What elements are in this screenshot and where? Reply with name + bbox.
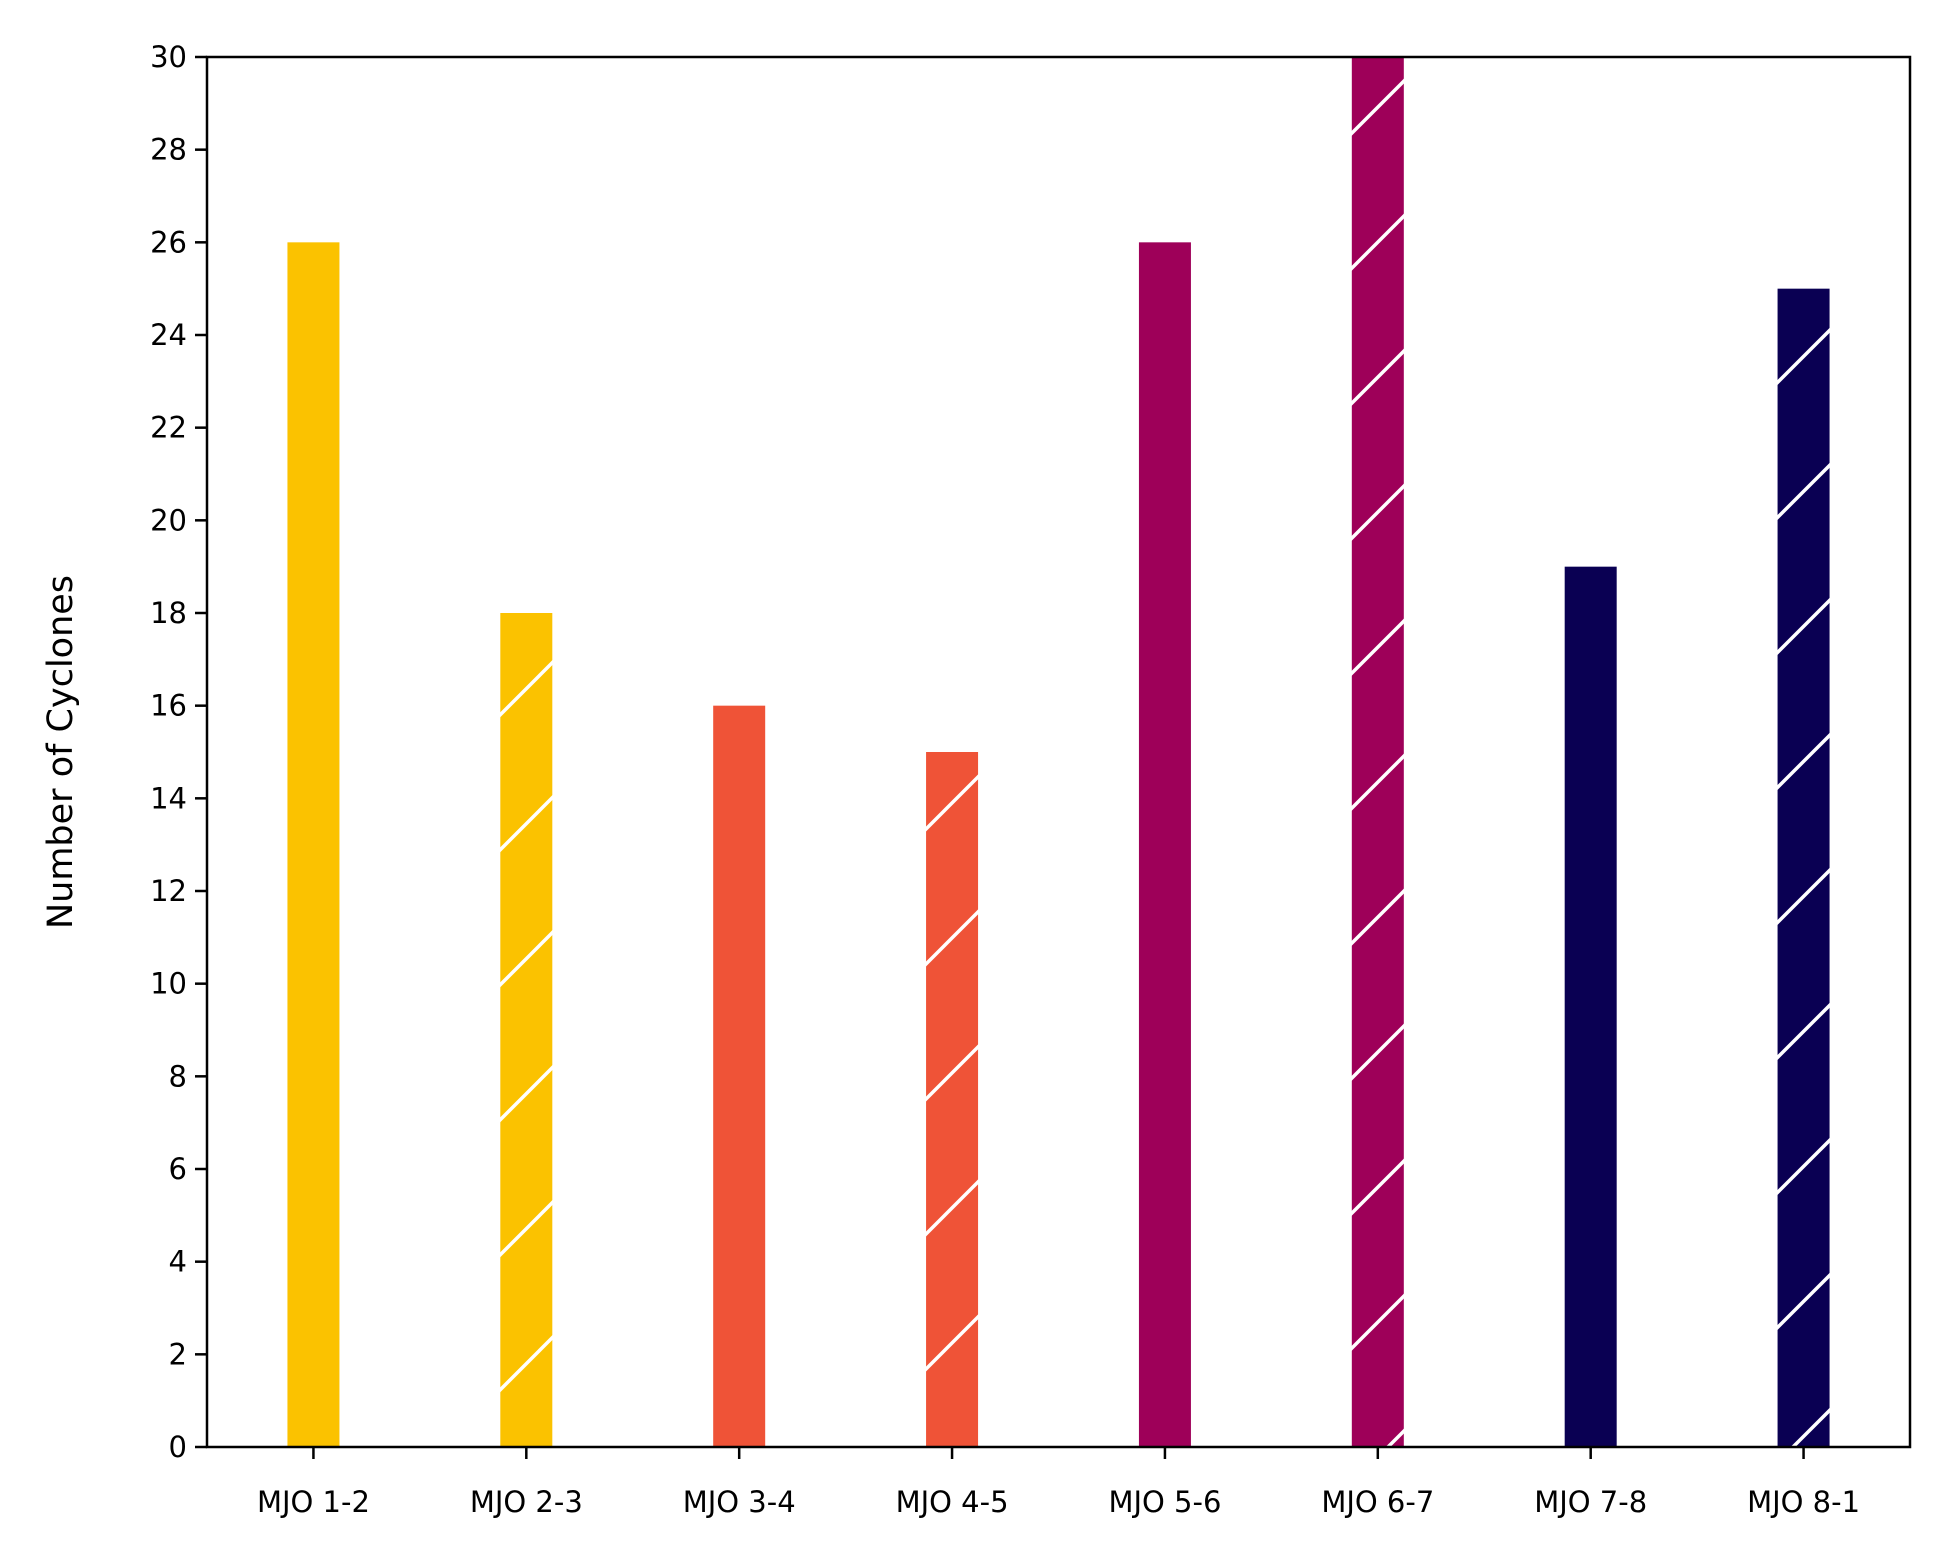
y-tick-label: 10: [150, 967, 187, 1001]
x-tick-label: MJO 7-8: [1534, 1485, 1647, 1519]
bar-mjo-6-7: [1351, 57, 1404, 1447]
y-tick-label: 14: [150, 781, 187, 815]
y-tick-label: 2: [169, 1337, 187, 1371]
bar-mjo-2-3: [500, 613, 553, 1447]
y-tick-label: 8: [169, 1059, 187, 1093]
y-tick-label: 26: [150, 225, 187, 259]
y-tick-label: 20: [150, 503, 187, 537]
bars-group: [287, 57, 1830, 1448]
x-tick-label: MJO 4-5: [896, 1485, 1009, 1519]
y-tick-label: 12: [150, 874, 187, 908]
bar-mjo-5-6: [1138, 242, 1191, 1447]
x-tick-label: MJO 8-1: [1747, 1485, 1860, 1519]
x-axis: MJO 1-2 MJO 2-3 MJO 3-4 MJO 4-5 MJO 5-6 MJO 6…: [257, 1447, 1860, 1519]
x-tick-label: MJO 2-3: [470, 1485, 583, 1519]
x-tick-label: MJO 1-2: [257, 1485, 370, 1519]
x-tick-label: MJO 6-7: [1321, 1485, 1434, 1519]
y-tick-label: 22: [150, 411, 187, 445]
bar-mjo-8-1: [1777, 288, 1830, 1448]
bar-mjo-1-2: [287, 242, 340, 1447]
y-tick-label: 0: [169, 1430, 187, 1464]
y-tick-label: 4: [169, 1245, 187, 1279]
y-tick-label: 6: [169, 1152, 187, 1186]
x-tick-label: MJO 3-4: [683, 1485, 796, 1519]
bar-mjo-3-4: [713, 705, 766, 1447]
plot-area-frame: [205, 55, 1912, 1449]
x-tick-label: MJO 5-6: [1108, 1485, 1221, 1519]
y-tick-label: 16: [150, 689, 187, 723]
y-tick-label: 18: [150, 596, 187, 630]
bar-mjo-4-5: [926, 752, 979, 1447]
y-axis-title: Number of Cyclones: [41, 575, 81, 929]
y-tick-label: 28: [150, 133, 187, 167]
y-tick-label: 24: [150, 318, 187, 352]
bar-mjo-7-8: [1564, 566, 1617, 1447]
y-tick-label: 30: [150, 40, 187, 74]
